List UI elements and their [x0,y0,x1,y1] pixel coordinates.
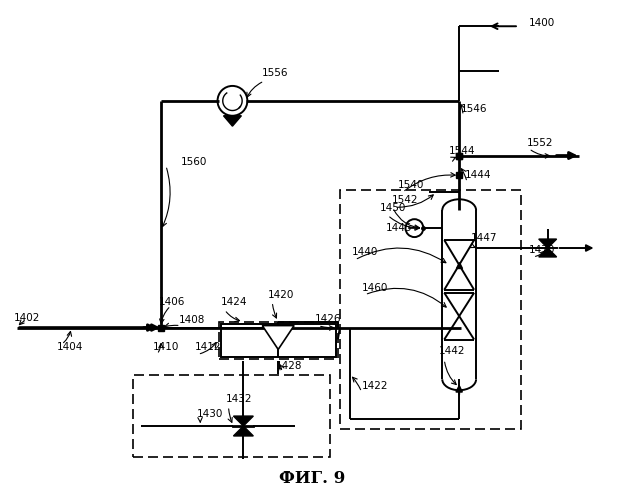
Polygon shape [539,239,557,248]
Text: ФИГ. 9: ФИГ. 9 [279,470,345,487]
Text: 1402: 1402 [14,312,40,322]
Text: 1420: 1420 [268,290,294,300]
Text: 1426: 1426 [315,314,341,324]
Text: 1560: 1560 [181,158,207,168]
Text: 1556: 1556 [262,68,289,78]
Text: 1428: 1428 [276,362,302,372]
Text: 1404: 1404 [56,342,82,352]
Text: 1445: 1445 [386,223,412,233]
Text: 1430: 1430 [197,409,223,419]
Bar [219,322,338,360]
Text: 1422: 1422 [362,381,388,391]
Text: 1544: 1544 [449,146,476,156]
Text: 1444: 1444 [465,170,492,180]
Text: 1412: 1412 [194,342,221,352]
Polygon shape [234,416,253,426]
Text: 1460: 1460 [362,283,388,293]
Text: 1450: 1450 [379,203,406,213]
Text: 1470: 1470 [529,245,555,255]
Bar [221,324,336,358]
Text: 1406: 1406 [159,296,185,306]
Text: 1410: 1410 [153,342,179,352]
Text: 1440: 1440 [352,247,378,257]
Text: 1400: 1400 [529,18,555,28]
Text: 1424: 1424 [221,296,247,306]
Text: 1408: 1408 [179,314,205,324]
Bar [340,190,521,429]
Text: 1552: 1552 [527,138,553,147]
Bar [133,376,330,457]
Polygon shape [224,116,241,126]
Text: 1542: 1542 [391,196,418,205]
Text: 1546: 1546 [461,104,488,114]
Text: 1447: 1447 [471,233,498,243]
Text: 1540: 1540 [398,180,424,190]
Text: 1432: 1432 [226,394,252,404]
Polygon shape [262,326,294,349]
Polygon shape [234,426,253,436]
Text: 1442: 1442 [439,346,466,356]
Polygon shape [539,248,557,257]
